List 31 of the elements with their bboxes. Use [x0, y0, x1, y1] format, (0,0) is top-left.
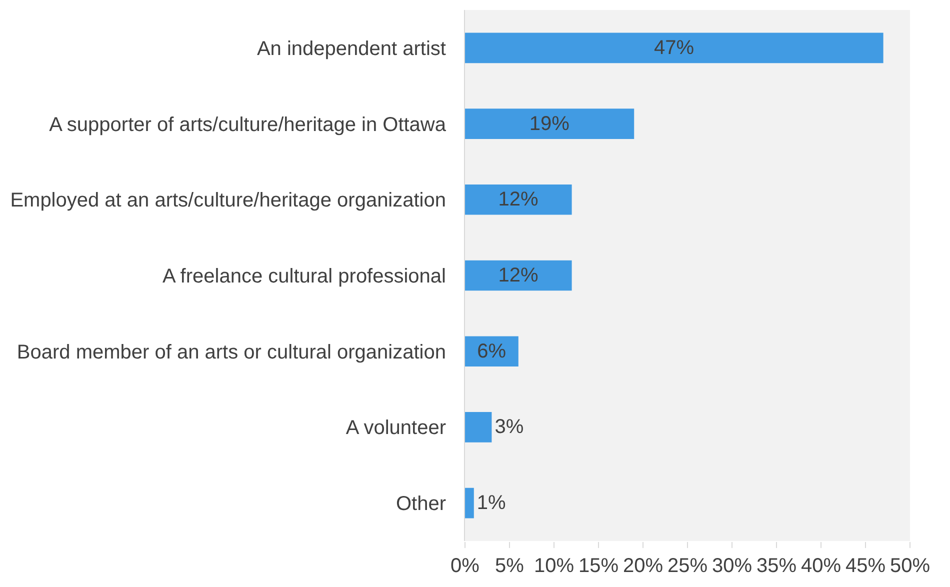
x-tick-label: 5%	[495, 555, 524, 577]
bar	[465, 488, 474, 518]
x-tick-label: 20%	[622, 555, 664, 577]
y-tick-label: A supporter of arts/culture/heritage in Ottawa	[49, 114, 447, 136]
data-label: 3%	[494, 416, 524, 438]
data-label: 12%	[498, 188, 539, 211]
data-label: 47%	[654, 36, 694, 59]
y-tick-label: A volunteer	[346, 417, 446, 440]
y-tick-label: A freelance cultural professional	[162, 266, 446, 288]
y-tick-label: An independent artist	[256, 38, 446, 60]
data-label: 19%	[529, 112, 570, 135]
x-tick-label: 10%	[534, 555, 574, 577]
data-label: 12%	[498, 264, 539, 286]
y-tick-label: Board member of an arts or cultural organization	[16, 341, 446, 364]
x-tick-label: 0%	[450, 555, 480, 577]
data-label: 6%	[477, 340, 506, 362]
x-tick-label: 40%	[800, 555, 842, 577]
y-tick-label: Other	[396, 493, 446, 516]
x-tick-label: 15%	[578, 555, 619, 577]
bar	[465, 412, 492, 442]
bar	[465, 260, 572, 291]
x-tick-label: 35%	[756, 555, 797, 577]
x-tick-label: 50%	[890, 555, 930, 577]
data-label: 1%	[476, 492, 506, 514]
x-tick-label: 25%	[667, 555, 708, 577]
bar	[465, 184, 572, 215]
bar	[465, 32, 884, 64]
bar	[465, 108, 634, 139]
x-tick-label: 45%	[845, 555, 886, 577]
x-tick-label: 30%	[712, 555, 752, 577]
y-tick-label: Employed at an arts/culture/heritage organization	[10, 190, 446, 212]
